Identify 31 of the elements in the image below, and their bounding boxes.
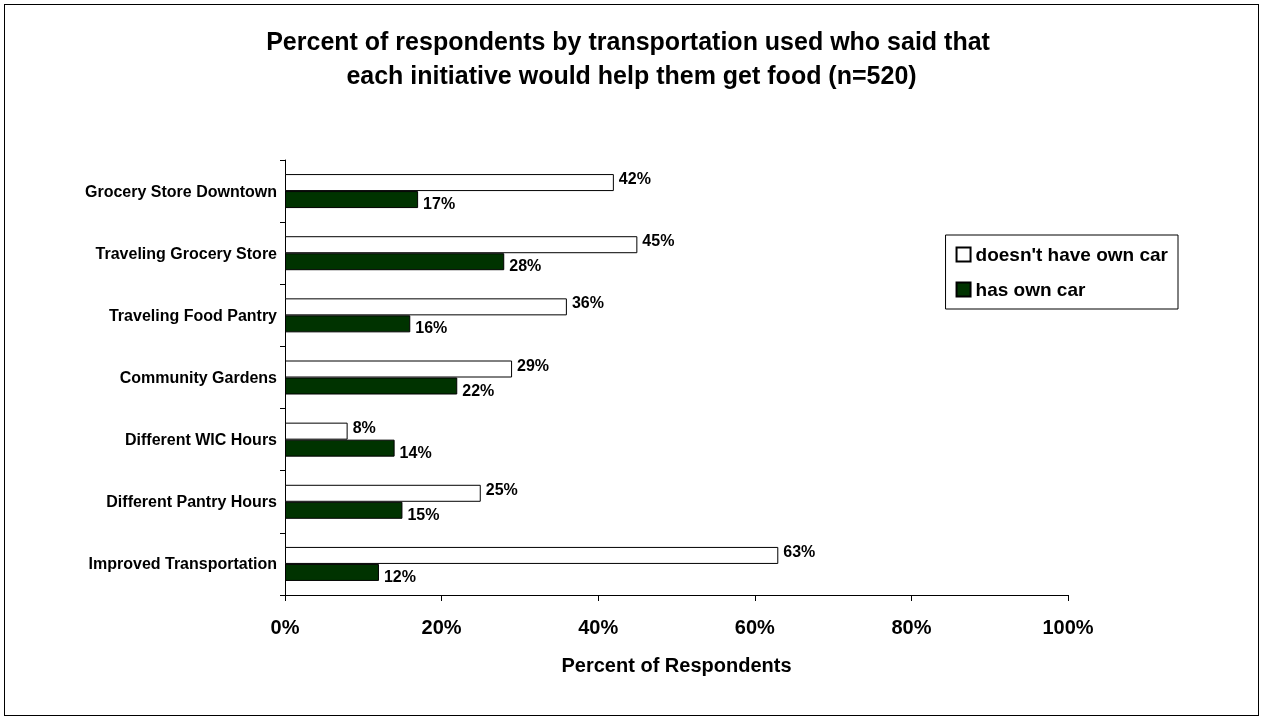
chart-title: Percent of respondents by transportation used who said that each initiative would help them get food (n=520) bbox=[266, 27, 997, 89]
x-tick-label: 20% bbox=[421, 616, 462, 638]
data-label: 8% bbox=[352, 418, 376, 436]
y-tick-label: Improved Transportation bbox=[88, 555, 277, 573]
data-label: 16% bbox=[415, 319, 448, 337]
x-tick-label: 100% bbox=[1042, 616, 1094, 638]
legend-label: doesn't have own car bbox=[975, 244, 1169, 265]
y-tick-label: Community Gardens bbox=[119, 369, 278, 386]
data-label: 25% bbox=[485, 480, 518, 498]
x-tick-label: 80% bbox=[891, 616, 932, 638]
y-tick-label: Traveling Food Pantry bbox=[108, 306, 278, 324]
y-tick-label: Different WIC Hours bbox=[125, 431, 278, 449]
data-label: 14% bbox=[399, 443, 432, 461]
data-label: 22% bbox=[462, 381, 495, 399]
x-axis-title: Percent of Respondents bbox=[561, 654, 792, 676]
data-label: 12% bbox=[383, 567, 416, 585]
y-tick-label: Traveling Grocery Store bbox=[95, 244, 278, 262]
x-tick-label: 60% bbox=[734, 616, 776, 638]
data-label: 42% bbox=[618, 170, 651, 188]
legend-label: has own car bbox=[975, 279, 1086, 300]
x-tick-label: 40% bbox=[578, 616, 619, 638]
data-label: 45% bbox=[642, 232, 675, 250]
data-label: 15% bbox=[407, 505, 440, 523]
data-label: 36% bbox=[571, 294, 604, 312]
data-label: 17% bbox=[423, 195, 456, 213]
data-label: 29% bbox=[517, 356, 550, 374]
y-tick-label: Different Pantry Hours bbox=[106, 493, 278, 511]
data-label: 28% bbox=[509, 257, 542, 275]
y-tick-label: Grocery Store Downtown bbox=[84, 182, 277, 200]
x-tick-label: 0% bbox=[270, 616, 300, 638]
data-label: 63% bbox=[783, 542, 816, 560]
